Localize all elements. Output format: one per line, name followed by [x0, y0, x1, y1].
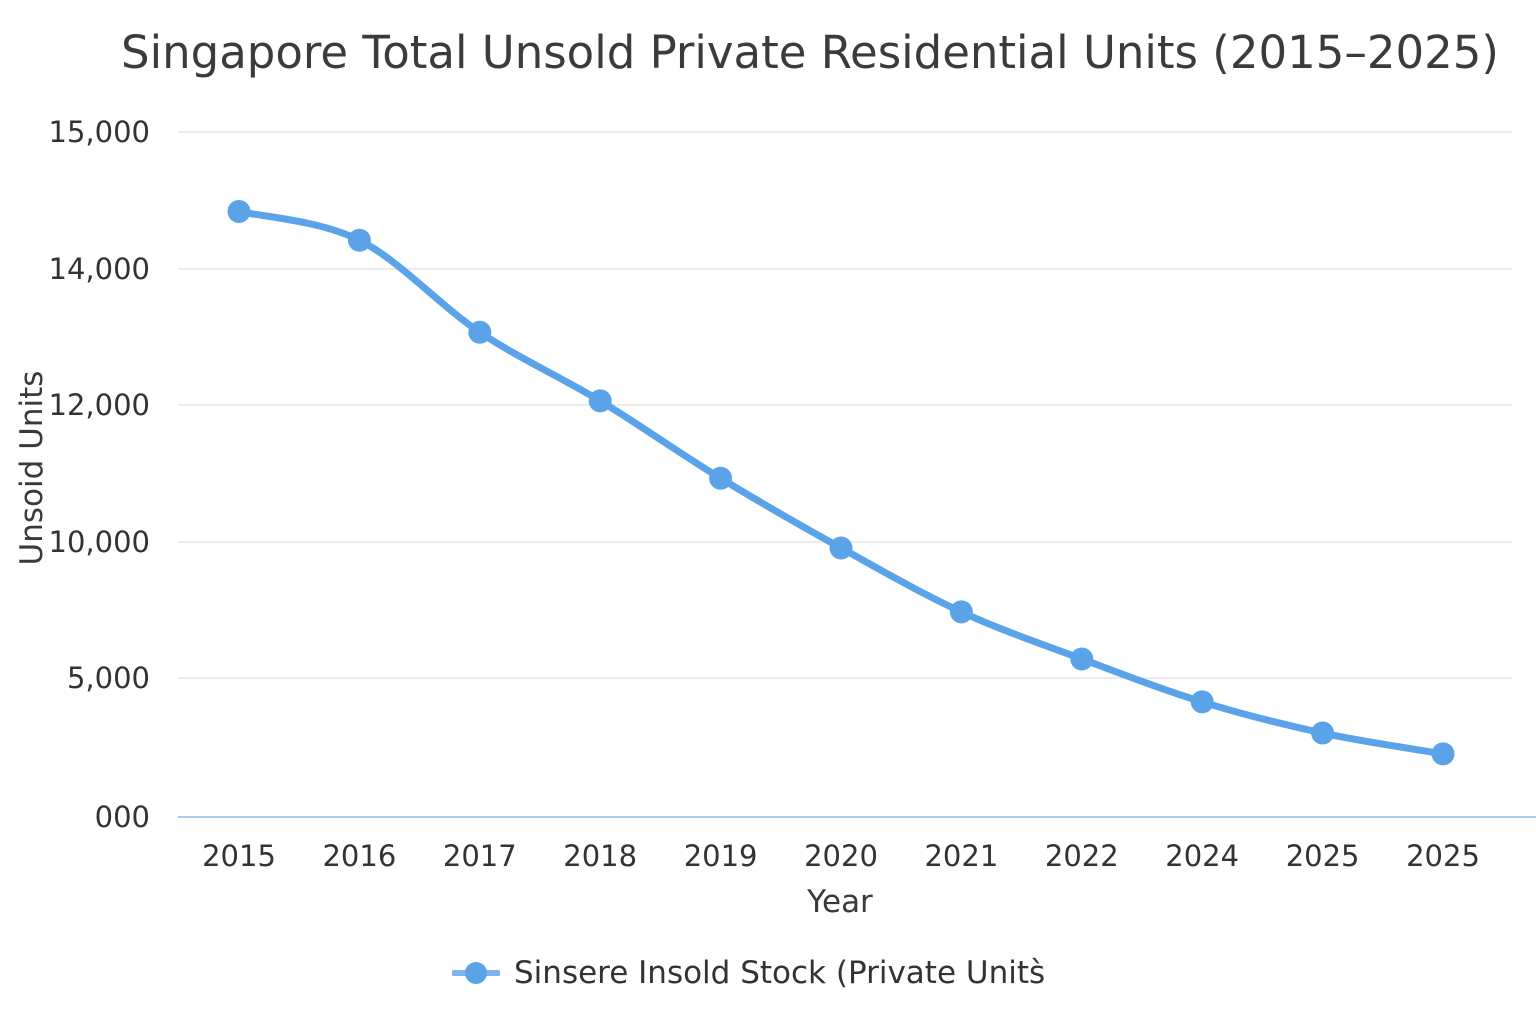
x-tick-label: 2022 [1045, 839, 1119, 873]
y-tick-label: 12,000 [49, 388, 150, 422]
x-tick-label: 2019 [684, 839, 758, 873]
x-tick-label: 2025 [1406, 839, 1480, 873]
chart-title: Singapore Total Unsold Private Residenti… [121, 26, 1499, 79]
y-tick-label: 000 [95, 800, 150, 834]
legend-item[interactable]: Sinsere Insold Stock (Private Units̀ [452, 955, 1045, 991]
x-tick-label: 2017 [443, 839, 517, 873]
x-tick-label: 2024 [1165, 839, 1239, 873]
data-point[interactable] [1070, 647, 1094, 671]
data-point[interactable] [1190, 690, 1214, 714]
y-tick-label: 15,000 [49, 115, 150, 149]
data-point[interactable] [468, 320, 492, 344]
x-axis-title: Year [807, 884, 873, 920]
data-point[interactable] [347, 228, 371, 252]
y-tick-label: 14,000 [49, 252, 150, 286]
data-point[interactable] [829, 536, 853, 560]
data-point[interactable] [1311, 721, 1335, 745]
legend-label: Sinsere Insold Stock (Private Units̀ [514, 955, 1046, 991]
legend-marker-icon [452, 962, 500, 984]
x-tick-label: 2016 [322, 839, 396, 873]
x-tick-label: 2021 [924, 839, 998, 873]
series-line [235, 207, 1447, 758]
y-axis-title: Unsoid Units [14, 370, 50, 566]
x-tick-label: 2025 [1286, 839, 1360, 873]
y-tick-label: 5,000 [67, 661, 150, 695]
x-tick-label: 2018 [563, 839, 637, 873]
y-tick-label: 10,000 [49, 525, 150, 559]
data-point[interactable] [1431, 742, 1455, 766]
x-tick-label: 2015 [202, 839, 276, 873]
x-tick-label: 2020 [804, 839, 878, 873]
data-point[interactable] [227, 199, 251, 223]
data-point[interactable] [949, 600, 973, 624]
data-point[interactable] [709, 466, 733, 490]
data-point[interactable] [588, 389, 612, 413]
